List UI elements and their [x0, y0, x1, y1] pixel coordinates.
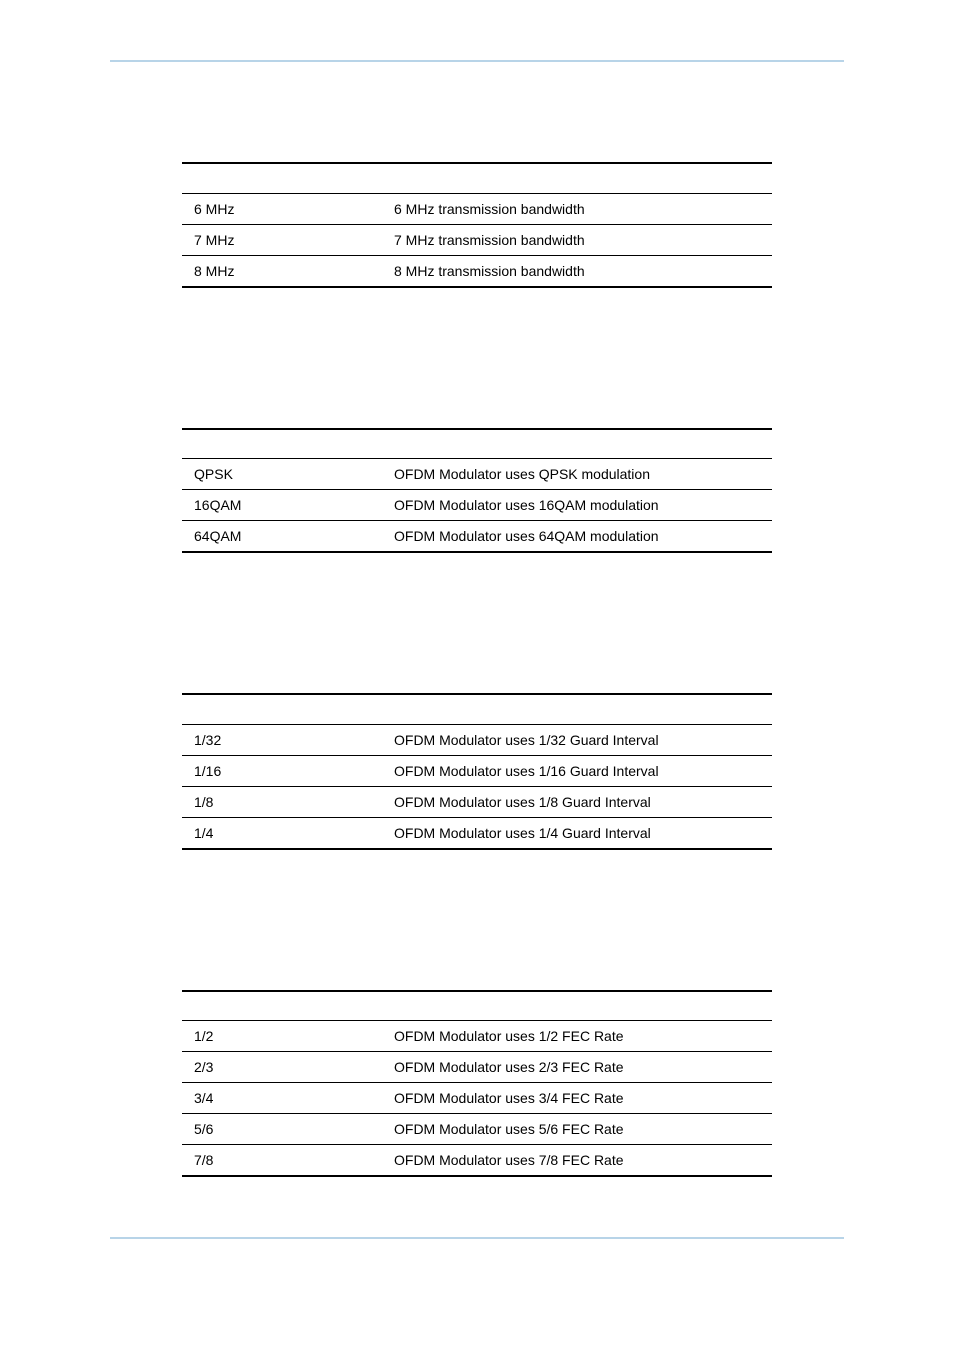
table-row: 6 MHz 6 MHz transmission bandwidth: [182, 193, 772, 224]
cell-value: 6 MHz: [182, 193, 382, 224]
table-row: 7 MHz 7 MHz transmission bandwidth: [182, 224, 772, 255]
cell-description: OFDM Modulator uses 1/8 Guard Interval: [382, 786, 772, 817]
cell-value: 1/32: [182, 724, 382, 755]
cell-description: OFDM Modulator uses 7/8 FEC Rate: [382, 1145, 772, 1177]
cell-description: 7 MHz transmission bandwidth: [382, 224, 772, 255]
table-row: QPSK OFDM Modulator uses QPSK modulation: [182, 459, 772, 490]
cell-description: OFDM Modulator uses 3/4 FEC Rate: [382, 1083, 772, 1114]
fec-rate-table: 1/2 OFDM Modulator uses 1/2 FEC Rate 2/3…: [182, 990, 772, 1178]
table-row: 1/16 OFDM Modulator uses 1/16 Guard Inte…: [182, 755, 772, 786]
table-row: 64QAM OFDM Modulator uses 64QAM modulati…: [182, 521, 772, 553]
bandwidth-table: 6 MHz 6 MHz transmission bandwidth 7 MHz…: [182, 162, 772, 288]
cell-value: 1/8: [182, 786, 382, 817]
cell-value: 7 MHz: [182, 224, 382, 255]
cell-value: 16QAM: [182, 490, 382, 521]
cell-description: 8 MHz transmission bandwidth: [382, 255, 772, 287]
table-row: 1/4 OFDM Modulator uses 1/4 Guard Interv…: [182, 817, 772, 849]
cell-description: OFDM Modulator uses 1/2 FEC Rate: [382, 1021, 772, 1052]
table-row: 8 MHz 8 MHz transmission bandwidth: [182, 255, 772, 287]
guard-interval-table: 1/32 OFDM Modulator uses 1/32 Guard Inte…: [182, 693, 772, 850]
cell-description: OFDM Modulator uses 1/16 Guard Interval: [382, 755, 772, 786]
table-row: 2/3 OFDM Modulator uses 2/3 FEC Rate: [182, 1052, 772, 1083]
cell-value: QPSK: [182, 459, 382, 490]
table-header-row: [182, 163, 772, 193]
cell-description: OFDM Modulator uses 5/6 FEC Rate: [382, 1114, 772, 1145]
cell-value: 1/16: [182, 755, 382, 786]
table-header-row: [182, 991, 772, 1021]
cell-value: 1/4: [182, 817, 382, 849]
cell-description: OFDM Modulator uses 2/3 FEC Rate: [382, 1052, 772, 1083]
table-row: 1/8 OFDM Modulator uses 1/8 Guard Interv…: [182, 786, 772, 817]
cell-description: OFDM Modulator uses 1/32 Guard Interval: [382, 724, 772, 755]
cell-value: 5/6: [182, 1114, 382, 1145]
cell-value: 8 MHz: [182, 255, 382, 287]
cell-value: 7/8: [182, 1145, 382, 1177]
cell-description: OFDM Modulator uses 1/4 Guard Interval: [382, 817, 772, 849]
cell-description: 6 MHz transmission bandwidth: [382, 193, 772, 224]
bottom-rule: [110, 1237, 844, 1239]
cell-description: OFDM Modulator uses 64QAM modulation: [382, 521, 772, 553]
cell-value: 1/2: [182, 1021, 382, 1052]
page-container: 6 MHz 6 MHz transmission bandwidth 7 MHz…: [0, 0, 954, 1279]
table-row: 1/2 OFDM Modulator uses 1/2 FEC Rate: [182, 1021, 772, 1052]
table-row: 7/8 OFDM Modulator uses 7/8 FEC Rate: [182, 1145, 772, 1177]
cell-value: 3/4: [182, 1083, 382, 1114]
top-rule: [110, 60, 844, 62]
table-header-row: [182, 429, 772, 459]
cell-description: OFDM Modulator uses 16QAM modulation: [382, 490, 772, 521]
cell-value: 2/3: [182, 1052, 382, 1083]
cell-description: OFDM Modulator uses QPSK modulation: [382, 459, 772, 490]
table-row: 1/32 OFDM Modulator uses 1/32 Guard Inte…: [182, 724, 772, 755]
table-header-row: [182, 694, 772, 724]
table-row: 3/4 OFDM Modulator uses 3/4 FEC Rate: [182, 1083, 772, 1114]
modulation-table: QPSK OFDM Modulator uses QPSK modulation…: [182, 428, 772, 554]
table-row: 16QAM OFDM Modulator uses 16QAM modulati…: [182, 490, 772, 521]
table-row: 5/6 OFDM Modulator uses 5/6 FEC Rate: [182, 1114, 772, 1145]
cell-value: 64QAM: [182, 521, 382, 553]
